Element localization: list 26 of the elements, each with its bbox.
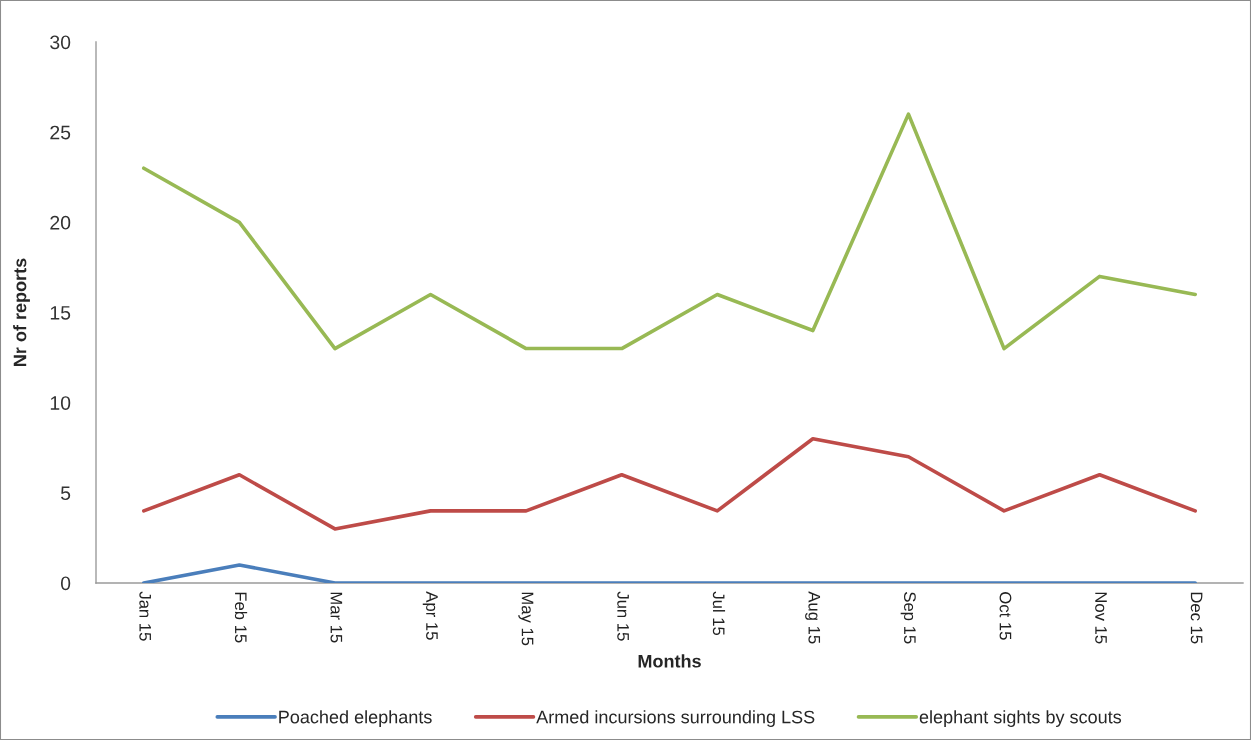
x-axis-title: Months [638,654,701,668]
y-tick-label: 5 [60,486,71,501]
x-tick-label: Dec 15 [1190,592,1203,644]
y-tick-label: 10 [50,396,71,410]
line-series [141,112,1198,351]
y-tick-label: 0 [60,576,71,591]
x-tick-label: Nov 15 [1095,592,1107,644]
legend-label: Armed incursions surrounding LSS [536,710,815,727]
x-tick-label: Aug 15 [805,591,821,644]
y-tick-label: 30 [50,35,71,50]
y-axis-title: Nr of reports [13,258,30,366]
x-tick-label: May 15 [518,592,534,646]
x-tick-label: Sep 15 [900,592,916,644]
x-tick-label: Feb 15 [234,592,248,643]
y-tick-label: 25 [50,125,71,140]
x-tick-label: Mar 15 [330,592,343,643]
legend-label: Poached elephants [279,710,432,727]
x-tick-label: Jul 15 [712,591,726,636]
legend-label: elephant sights by scouts [919,710,1122,727]
x-tick-label: Apr 15 [422,591,438,640]
x-tick-label: Oct 15 [999,592,1012,640]
x-tick-label: Jan 15 [139,591,151,641]
x-tick-label: Jun 15 [617,591,629,641]
y-tick-label: 15 [50,306,71,320]
y-tick-label: 20 [50,215,71,230]
line-series [141,436,1198,531]
